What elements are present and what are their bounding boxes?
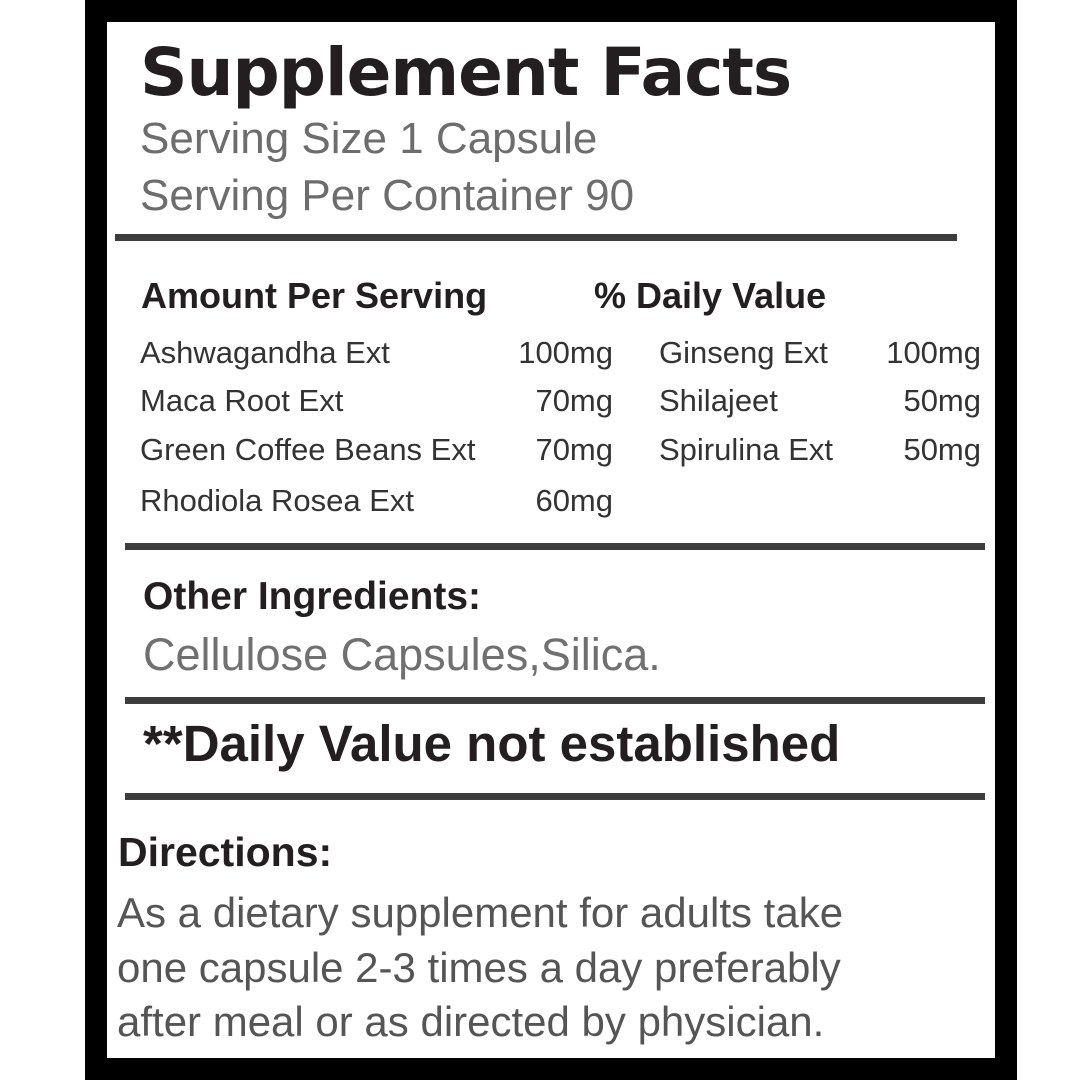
daily-value-header: % Daily Value xyxy=(594,275,827,316)
directions-line: As a dietary supplement for adults take xyxy=(117,889,844,936)
ingredient-amount: 70mg xyxy=(535,432,613,467)
divider xyxy=(125,793,985,800)
serving-size: Serving Size 1 Capsule xyxy=(140,114,598,163)
ingredient-amount: 50mg xyxy=(903,432,981,467)
ingredient-name: Green Coffee Beans Ext xyxy=(140,432,476,467)
label-title: Supplement Facts xyxy=(140,34,792,111)
other-ingredients-value: Cellulose Capsules,Silica. xyxy=(143,629,661,680)
divider xyxy=(115,234,957,241)
ingredient-amount: 50mg xyxy=(903,383,981,418)
ingredient-amount: 100mg xyxy=(518,335,613,370)
directions-line: after meal or as directed by physician. xyxy=(117,998,825,1045)
ingredient-name: Ashwagandha Ext xyxy=(140,335,390,370)
ingredient-amount: 100mg xyxy=(886,335,981,370)
ingredient-amount: 60mg xyxy=(535,483,613,518)
directions-line: one capsule 2-3 times a day preferably xyxy=(117,944,841,991)
amount-per-serving-header: Amount Per Serving xyxy=(141,275,488,316)
ingredient-name: Spirulina Ext xyxy=(659,432,834,467)
ingredient-name: Maca Root Ext xyxy=(140,383,344,418)
daily-value-note: **Daily Value not established xyxy=(143,715,841,772)
servings-per-container: Serving Per Container 90 xyxy=(140,171,635,220)
other-ingredients-label: Other Ingredients: xyxy=(143,575,482,618)
ingredient-name: Rhodiola Rosea Ext xyxy=(140,483,414,518)
directions-label: Directions: xyxy=(118,829,333,875)
divider xyxy=(125,543,985,550)
ingredient-name: Shilajeet xyxy=(659,383,778,418)
divider xyxy=(125,697,985,704)
label-panel xyxy=(107,22,995,1058)
ingredient-name: Ginseng Ext xyxy=(659,335,828,370)
ingredient-amount: 70mg xyxy=(535,383,613,418)
